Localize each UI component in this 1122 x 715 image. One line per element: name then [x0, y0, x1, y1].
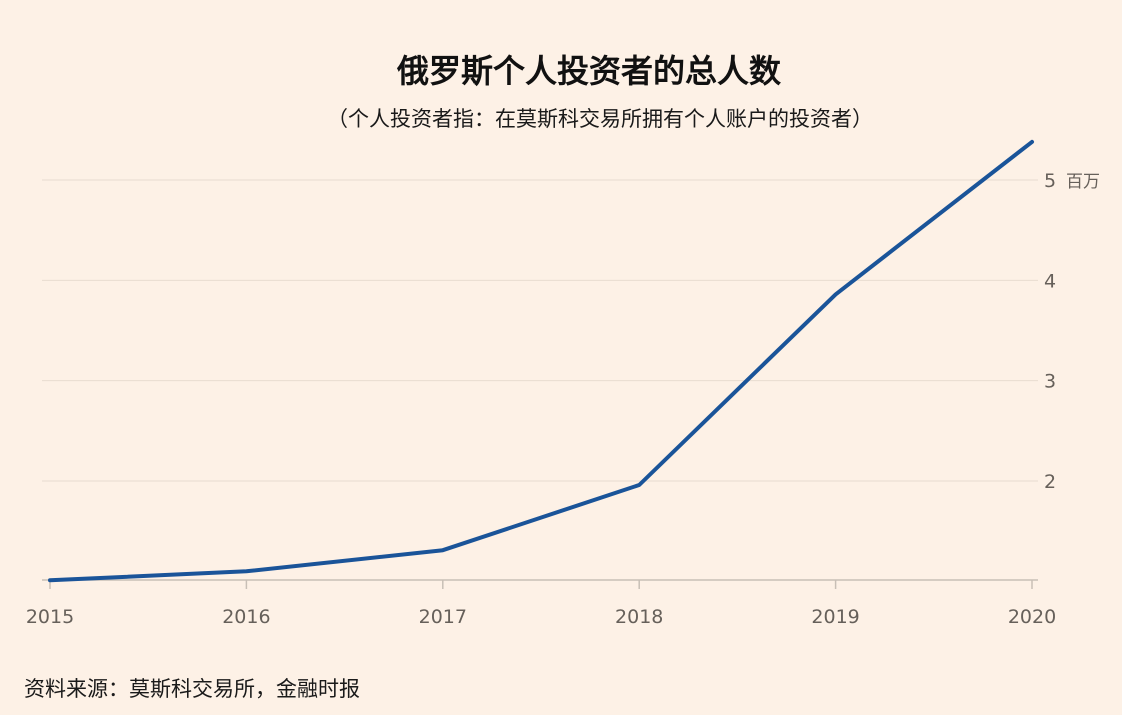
x-tick-label: 2019: [811, 606, 859, 628]
x-axis-ticks: 2015 2016 2017 2018 2019 2020: [26, 580, 1056, 628]
x-tick-label: 2015: [26, 606, 74, 628]
chart-title: 俄罗斯个人投资者的总人数: [396, 52, 782, 90]
series-layer: [48, 139, 1034, 583]
y-unit-label: 百万: [1066, 172, 1100, 192]
chart-subtitle: （个人投资者指：在莫斯科交易所拥有个人账户的投资者）: [327, 107, 873, 131]
y-axis-ticks: 2 3 4 5 百万: [1044, 170, 1100, 493]
x-tick-label: 2016: [222, 606, 270, 628]
y-tick-label: 2: [1044, 471, 1056, 493]
grid-lines: [42, 179, 1038, 581]
x-tick-label: 2017: [419, 606, 467, 628]
y-tick-label: 4: [1044, 270, 1056, 292]
y-tick-label: 5: [1044, 170, 1056, 192]
y-tick-label: 3: [1044, 371, 1056, 393]
series-line: [48, 139, 1034, 583]
x-tick-label: 2018: [615, 606, 663, 628]
x-tick-label: 2020: [1008, 606, 1056, 628]
source-note: 资料来源：莫斯科交易所，金融时报: [24, 677, 360, 701]
